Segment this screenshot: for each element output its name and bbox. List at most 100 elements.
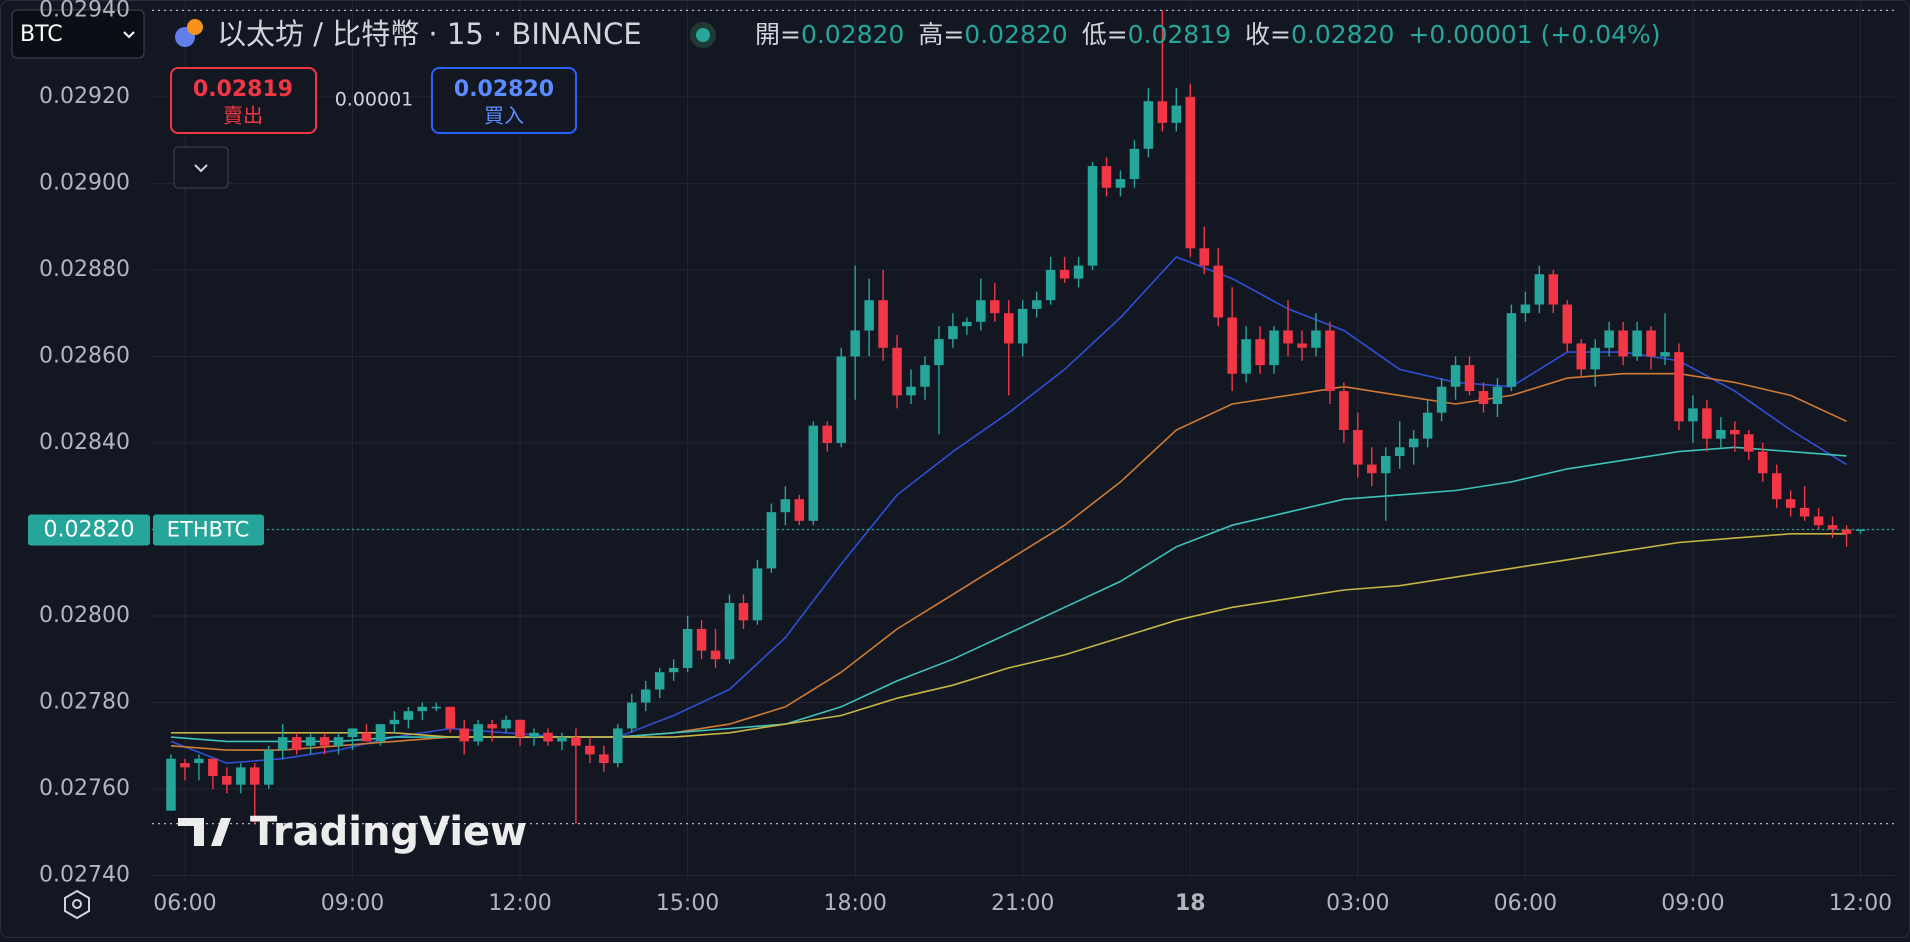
candle-body xyxy=(585,745,595,755)
candle-body xyxy=(976,300,986,322)
legend-label: 收= xyxy=(1245,20,1291,49)
candle-body xyxy=(1813,516,1824,526)
candle-body xyxy=(990,300,1000,314)
watermark: TradingView xyxy=(250,809,527,855)
candle-body xyxy=(822,425,832,443)
candle-body xyxy=(1632,330,1642,357)
candle-body xyxy=(752,568,763,621)
candle-body xyxy=(1339,391,1349,430)
candle-body xyxy=(222,776,232,785)
candle-body xyxy=(724,603,735,660)
candle-body xyxy=(1464,365,1475,392)
candle-body xyxy=(794,499,805,521)
y-tick-label: 0.02760 xyxy=(39,776,130,801)
candle-body xyxy=(459,728,469,742)
symbol-text: BTC xyxy=(20,22,63,47)
candle-body xyxy=(599,754,609,764)
candle-body xyxy=(1506,313,1517,387)
legend-value: 0.02820 xyxy=(964,20,1067,49)
candle-body xyxy=(1646,330,1656,357)
candle-body xyxy=(1688,408,1698,422)
candle-body xyxy=(1436,386,1447,413)
candle-body xyxy=(501,719,511,729)
sell-label: 賣出 xyxy=(223,104,263,128)
candle-body xyxy=(906,386,916,396)
candle-body xyxy=(1269,330,1279,366)
candle-body xyxy=(1562,304,1573,344)
candle-body xyxy=(808,425,819,521)
sell-button[interactable] xyxy=(170,67,317,134)
last-price-label: 0.02820 xyxy=(44,517,135,542)
candle-body xyxy=(1618,330,1628,357)
y-tick-label: 0.02920 xyxy=(39,84,130,109)
candle-body xyxy=(445,706,455,729)
buy-button[interactable] xyxy=(431,67,577,134)
candle-body xyxy=(1827,525,1838,530)
candle-body xyxy=(1548,274,1559,305)
x-tick-label: 15:00 xyxy=(656,891,719,916)
legend-value: 0.02820 xyxy=(1291,20,1394,49)
candle-body xyxy=(1087,166,1098,266)
candle-body xyxy=(1101,166,1112,188)
candle-body xyxy=(1213,265,1223,318)
candle-body xyxy=(166,758,176,811)
candle-body xyxy=(1325,330,1335,392)
candle-body xyxy=(1283,330,1293,344)
candle-body xyxy=(277,737,288,751)
candle-body xyxy=(1045,269,1056,301)
candle-body xyxy=(180,763,190,768)
candle-body xyxy=(850,330,860,357)
x-tick-label: 18 xyxy=(1175,891,1206,916)
candle-body xyxy=(1241,339,1251,374)
candle-body xyxy=(1841,529,1852,534)
candle-body xyxy=(389,719,400,725)
candle-body xyxy=(613,728,623,764)
candle-body xyxy=(1199,248,1209,266)
candle-body xyxy=(1478,391,1489,405)
y-tick-label: 0.02900 xyxy=(39,170,130,195)
settings-icon-center xyxy=(72,899,82,909)
candle-body xyxy=(1115,179,1126,188)
candle-body xyxy=(557,737,567,742)
candle-body xyxy=(375,724,386,742)
candle-body xyxy=(1297,343,1307,348)
candle-body xyxy=(710,650,721,660)
status-dot xyxy=(696,28,710,42)
legend-value: 0.02819 xyxy=(1128,20,1231,49)
moving-average xyxy=(171,533,1847,738)
candle-body xyxy=(1004,313,1014,344)
buy-label: 買入 xyxy=(484,104,524,128)
candle-body xyxy=(1422,412,1433,439)
candle-body xyxy=(836,356,846,443)
candle-body xyxy=(417,706,428,712)
x-tick-label: 12:00 xyxy=(1829,891,1892,916)
candle-body xyxy=(361,732,372,742)
candle-body xyxy=(236,767,246,785)
ohlc-legend: 開=0.02820 高=0.02820 低=0.02819 收=0.02820 +0.0… xyxy=(755,20,1661,49)
spread: 0.00001 xyxy=(335,89,414,111)
candle-body xyxy=(1143,101,1154,149)
candle-body xyxy=(1017,308,1028,344)
candle-body xyxy=(1590,347,1600,370)
candle-body xyxy=(878,300,888,348)
candle-body xyxy=(1660,352,1670,357)
candle-body xyxy=(473,724,483,742)
collapse-button[interactable] xyxy=(173,146,229,189)
candle-body xyxy=(738,603,749,621)
btc-icon xyxy=(187,19,203,35)
candle-body xyxy=(1799,507,1810,517)
candle-body xyxy=(1059,269,1070,279)
candle-body xyxy=(948,326,958,340)
candle-body xyxy=(668,667,679,673)
chevron xyxy=(123,31,135,39)
settings-icon[interactable] xyxy=(64,889,90,920)
y-tick-label: 0.02940 xyxy=(39,0,130,22)
symbol-select[interactable] xyxy=(11,9,145,59)
candle-body xyxy=(1129,148,1140,180)
candle-body xyxy=(1408,438,1419,448)
x-tick-label: 12:00 xyxy=(488,891,551,916)
symbol-tag xyxy=(153,514,264,546)
candle-body xyxy=(627,702,637,729)
